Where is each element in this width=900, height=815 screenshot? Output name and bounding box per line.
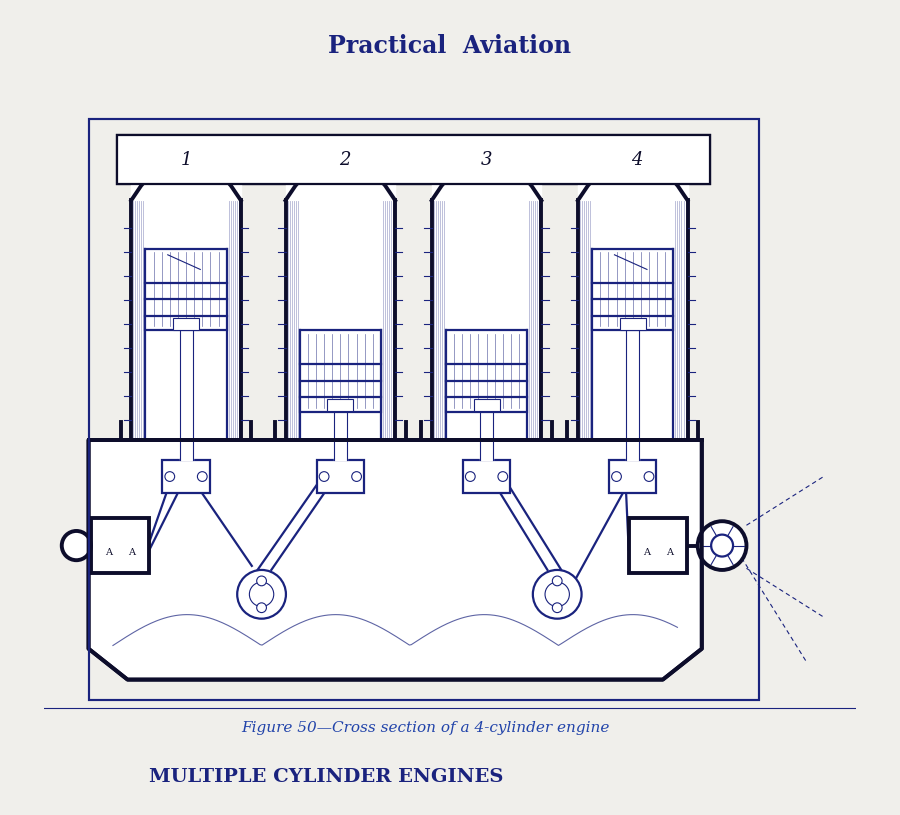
Circle shape — [553, 576, 562, 586]
Bar — [317, 460, 364, 493]
Circle shape — [352, 472, 362, 482]
Polygon shape — [578, 168, 688, 440]
Bar — [88, 119, 759, 700]
Bar — [473, 399, 500, 411]
Text: 3: 3 — [481, 151, 492, 169]
Bar — [117, 135, 710, 184]
Circle shape — [256, 576, 266, 586]
Text: Figure 50—Cross section of a 4-cylinder engine: Figure 50—Cross section of a 4-cylinder … — [241, 721, 610, 735]
Text: 1: 1 — [180, 151, 192, 169]
Bar — [592, 249, 673, 330]
Bar — [328, 399, 354, 411]
Circle shape — [238, 570, 286, 619]
Text: 4: 4 — [631, 151, 643, 169]
Circle shape — [698, 522, 746, 570]
Polygon shape — [432, 168, 542, 200]
Bar — [88, 119, 759, 700]
Circle shape — [644, 472, 654, 482]
Polygon shape — [578, 168, 688, 200]
Circle shape — [465, 472, 475, 482]
Bar — [620, 318, 645, 329]
Polygon shape — [334, 412, 346, 460]
Text: MULTIPLE CYLINDER ENGINES: MULTIPLE CYLINDER ENGINES — [149, 768, 504, 786]
FancyBboxPatch shape — [91, 518, 149, 573]
Bar — [609, 460, 656, 493]
Bar — [146, 249, 227, 330]
Text: 1: 1 — [180, 151, 192, 169]
Bar — [163, 460, 210, 493]
Circle shape — [612, 472, 621, 482]
Text: A: A — [128, 548, 135, 557]
Circle shape — [62, 531, 91, 560]
Polygon shape — [179, 330, 193, 460]
Circle shape — [320, 472, 329, 482]
Circle shape — [498, 472, 508, 482]
Bar — [117, 135, 710, 184]
Bar — [463, 460, 510, 493]
Text: A: A — [666, 548, 673, 557]
Circle shape — [533, 570, 581, 619]
Polygon shape — [480, 412, 493, 460]
Bar — [173, 318, 199, 329]
Polygon shape — [131, 168, 241, 440]
Circle shape — [256, 603, 266, 613]
Polygon shape — [88, 440, 702, 680]
Text: A: A — [644, 548, 650, 557]
Text: Practical  Aviation: Practical Aviation — [328, 34, 572, 58]
Bar — [446, 330, 527, 412]
FancyBboxPatch shape — [629, 518, 688, 573]
Text: 2: 2 — [338, 151, 350, 169]
Text: A: A — [105, 548, 112, 557]
Circle shape — [197, 472, 207, 482]
Circle shape — [545, 582, 570, 606]
Text: 4: 4 — [631, 151, 643, 169]
Circle shape — [553, 603, 562, 613]
Text: 3: 3 — [481, 151, 492, 169]
Circle shape — [711, 535, 733, 557]
Bar — [300, 330, 381, 412]
Circle shape — [249, 582, 274, 606]
Polygon shape — [131, 168, 241, 200]
Text: 2: 2 — [338, 151, 350, 169]
Circle shape — [165, 472, 175, 482]
Polygon shape — [626, 330, 639, 460]
Polygon shape — [285, 168, 395, 440]
Polygon shape — [432, 168, 542, 440]
Polygon shape — [285, 168, 395, 200]
